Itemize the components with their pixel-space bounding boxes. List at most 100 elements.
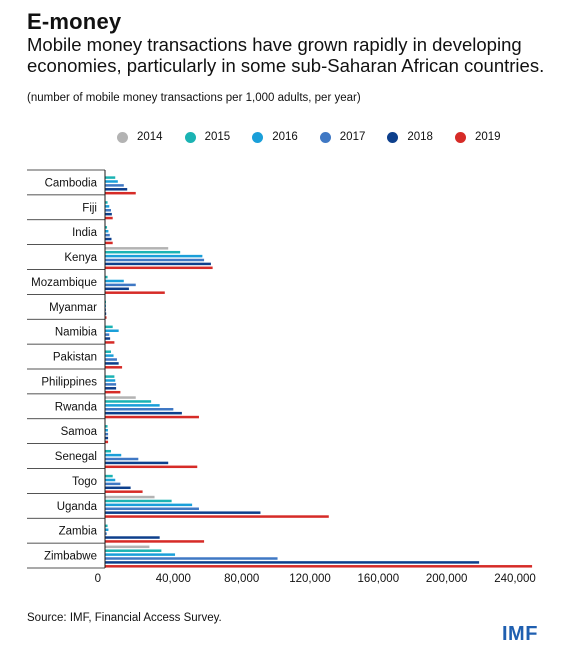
bar-cambodia-2018 <box>105 188 128 191</box>
bar-uganda-2017 <box>105 507 199 511</box>
legend-swatch <box>319 131 331 143</box>
bar-fiji-2019 <box>105 216 113 220</box>
chart-title: E-money <box>27 9 122 34</box>
x-tick-label: 200,000 <box>426 573 468 585</box>
bar-togo-2015 <box>105 474 113 478</box>
x-tick-label: 80,000 <box>224 573 259 585</box>
category-label: Uganda <box>57 501 98 513</box>
legend-item-2016: 2016 <box>252 131 298 143</box>
bar-philippines-2019 <box>105 390 121 394</box>
bar-samoa-2016 <box>105 428 108 432</box>
bar-india-2017 <box>105 233 110 237</box>
bar-uganda-2016 <box>105 503 193 507</box>
bar-fiji-2016 <box>105 205 110 208</box>
bar-pakistan-2018 <box>105 362 119 365</box>
category-label: Kenya <box>64 252 97 264</box>
bar-kenya-2019 <box>105 266 213 270</box>
bar-senegal-2016 <box>105 453 122 457</box>
bar-kenya-2015 <box>105 250 181 254</box>
bar-zimbabwe-2017 <box>105 557 278 560</box>
category-label: India <box>72 227 98 239</box>
bar-zambia-2016 <box>105 528 109 531</box>
x-tick-label: 160,000 <box>358 573 400 585</box>
bar-togo-2016 <box>105 478 116 482</box>
x-tick-label: 120,000 <box>289 573 331 585</box>
bar-zimbabwe-2018 <box>105 561 480 564</box>
bar-philippines-2015 <box>105 375 115 378</box>
legend-label: 2019 <box>474 131 501 143</box>
x-tick-label: 240,000 <box>494 573 536 585</box>
bar-myanmar-2019 <box>105 316 107 319</box>
legend-item-2019: 2019 <box>454 131 501 143</box>
legend-label: 2017 <box>339 131 366 143</box>
bar-rwanda-2016 <box>105 404 160 407</box>
chart-unit-note: (number of mobile money transactions per… <box>27 92 361 104</box>
bar-kenya-2016 <box>105 254 203 258</box>
source-note: Source: IMF, Financial Access Survey. <box>27 612 222 624</box>
bar-cambodia-2016 <box>105 180 118 183</box>
category-label: Samoa <box>61 426 98 438</box>
category-label: Zimbabwe <box>44 551 97 563</box>
bar-philippines-2018 <box>105 387 117 390</box>
legend-swatch <box>184 131 196 143</box>
bar-mozambique-2015 <box>105 275 108 279</box>
legend-label: 2015 <box>204 131 231 143</box>
category-label: Senegal <box>55 451 97 463</box>
bar-rwanda-2018 <box>105 411 182 415</box>
bar-chart: Cambodia Fiji India Kenya Mozambique Myanmar N… <box>27 169 536 585</box>
bar-senegal-2018 <box>105 461 169 465</box>
bar-senegal-2015 <box>105 449 111 453</box>
bar-zambia-2018 <box>105 536 160 539</box>
bar-kenya-2017 <box>105 258 205 262</box>
bar-pakistan-2016 <box>105 354 114 357</box>
category-label: Rwanda <box>55 401 98 413</box>
imf-logo: IMF <box>502 623 538 645</box>
bar-samoa-2019 <box>105 440 109 444</box>
bar-zimbabwe-2019 <box>105 565 533 568</box>
bar-zimbabwe-2014 <box>105 545 150 549</box>
category-label: Fiji <box>82 202 97 214</box>
category-label: Zambia <box>59 526 98 538</box>
bar-rwanda-2019 <box>105 415 199 419</box>
bar-india-2018 <box>105 237 112 241</box>
bar-uganda-2018 <box>105 511 261 514</box>
bar-namibia-2016 <box>105 329 119 332</box>
bar-namibia-2019 <box>105 341 115 344</box>
bar-india-2016 <box>105 229 109 233</box>
category-label: Namibia <box>55 327 98 339</box>
bar-togo-2018 <box>105 486 131 490</box>
x-tick-label: 40,000 <box>156 573 191 585</box>
bar-rwanda-2014 <box>105 396 136 399</box>
bar-zambia-2019 <box>105 540 205 543</box>
bar-mozambique-2019 <box>105 291 165 294</box>
legend-item-2018: 2018 <box>387 131 433 143</box>
bar-pakistan-2015 <box>105 350 111 353</box>
category-label: Cambodia <box>45 177 98 189</box>
bar-rwanda-2015 <box>105 400 152 403</box>
bar-senegal-2019 <box>105 465 198 469</box>
bar-cambodia-2019 <box>105 191 136 195</box>
bar-senegal-2017 <box>105 457 139 461</box>
bar-india-2019 <box>105 241 113 245</box>
bar-togo-2019 <box>105 490 143 493</box>
bar-pakistan-2019 <box>105 366 123 369</box>
bar-zimbabwe-2015 <box>105 549 162 552</box>
legend-swatch <box>454 131 466 143</box>
bar-pakistan-2017 <box>105 358 117 361</box>
x-tick-label: 0 <box>95 573 101 585</box>
bar-samoa-2015 <box>105 425 108 428</box>
bar-fiji-2015 <box>105 201 108 204</box>
bar-uganda-2019 <box>105 515 329 518</box>
bar-india-2015 <box>105 226 108 229</box>
legend-item-2017: 2017 <box>319 131 366 143</box>
bar-namibia-2017 <box>105 333 110 336</box>
bar-samoa-2017 <box>105 432 109 436</box>
category-label: Pakistan <box>53 352 97 364</box>
bar-samoa-2018 <box>105 436 109 440</box>
chart-subtitle: Mobile money transactions have grown rap… <box>27 34 545 76</box>
bar-cambodia-2017 <box>105 184 124 187</box>
bar-uganda-2015 <box>105 499 172 503</box>
chart-legend: 2014 2015 2016 2017 2018 2019 <box>117 131 523 143</box>
category-label: Mozambique <box>31 277 97 289</box>
bar-uganda-2014 <box>105 495 155 499</box>
